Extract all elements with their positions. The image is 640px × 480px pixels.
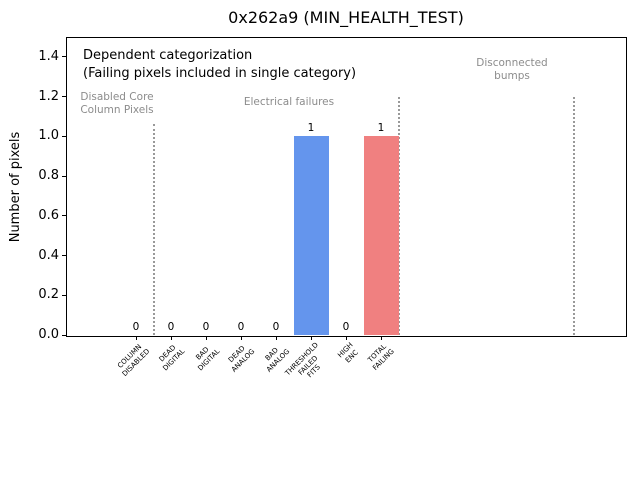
category-separator-line	[152, 124, 155, 335]
x-tick-label: TOTAL FAILING	[366, 342, 396, 372]
y-tick-label: 0.6	[38, 207, 59, 223]
x-tick-mark	[206, 336, 207, 340]
y-tick-mark	[62, 56, 66, 58]
bar-value-label: 0	[272, 321, 280, 333]
x-tick-mark	[241, 336, 242, 340]
y-tick-mark	[62, 135, 66, 137]
x-tick-mark	[381, 336, 382, 340]
bar-total-failing	[363, 136, 399, 335]
x-tick-label: BAD DIGITAL	[194, 345, 221, 373]
chart-title: 0x262a9 (MIN_HEALTH_TEST)	[228, 8, 464, 27]
group-label: Electrical failures	[243, 95, 335, 108]
chart-annotation: Dependent categorization (Failing pixels…	[83, 47, 356, 83]
category-separator-line	[572, 96, 575, 335]
annotation-line-1: Dependent categorization	[83, 48, 253, 63]
y-tick-label: 0.2	[38, 287, 59, 303]
x-tick-label: COLUMN DISABLED	[115, 342, 151, 378]
y-tick-label: 1.0	[38, 128, 59, 144]
x-tick-mark	[171, 336, 172, 340]
group-label: Disconnected bumps	[476, 57, 548, 82]
x-tick-mark	[346, 336, 347, 340]
bar-value-label: 0	[237, 321, 245, 333]
bar-threshold-failed-fits	[293, 136, 329, 335]
category-separator-line	[397, 96, 400, 335]
x-tick-label: DEAD DIGITAL	[157, 343, 186, 373]
x-tick-mark	[276, 336, 277, 340]
bar-value-label: 0	[167, 321, 175, 333]
group-label: Disabled Core Column Pixels	[80, 91, 154, 116]
y-tick-label: 0.4	[38, 247, 59, 263]
y-tick-label: 0.0	[38, 327, 59, 342]
y-tick-mark	[62, 294, 66, 296]
x-tick-label: THRESHOLD FAILED FITS	[283, 341, 322, 380]
bar-value-label: 0	[202, 321, 210, 333]
plot-area	[66, 37, 627, 337]
y-tick-label: 1.2	[38, 88, 59, 104]
y-tick-mark	[62, 96, 66, 98]
y-tick-mark	[62, 175, 66, 177]
y-tick-mark	[62, 215, 66, 217]
y-tick-label: 0.8	[38, 168, 59, 184]
x-tick-label: DEAD ANALOG	[226, 344, 256, 374]
annotation-line-2: (Failing pixels included in single categ…	[83, 66, 357, 81]
x-tick-mark	[311, 336, 312, 340]
y-tick-label: 1.4	[38, 48, 59, 64]
bar-value-label: 0	[342, 321, 350, 333]
x-tick-mark	[136, 336, 137, 340]
y-tick-mark	[62, 334, 66, 336]
bar-value-label: 0	[132, 321, 140, 333]
bar-value-label: 1	[377, 122, 385, 135]
x-tick-label: HIGH ENC	[336, 341, 360, 365]
bar-value-label: 1	[307, 122, 315, 135]
y-tick-mark	[62, 255, 66, 257]
